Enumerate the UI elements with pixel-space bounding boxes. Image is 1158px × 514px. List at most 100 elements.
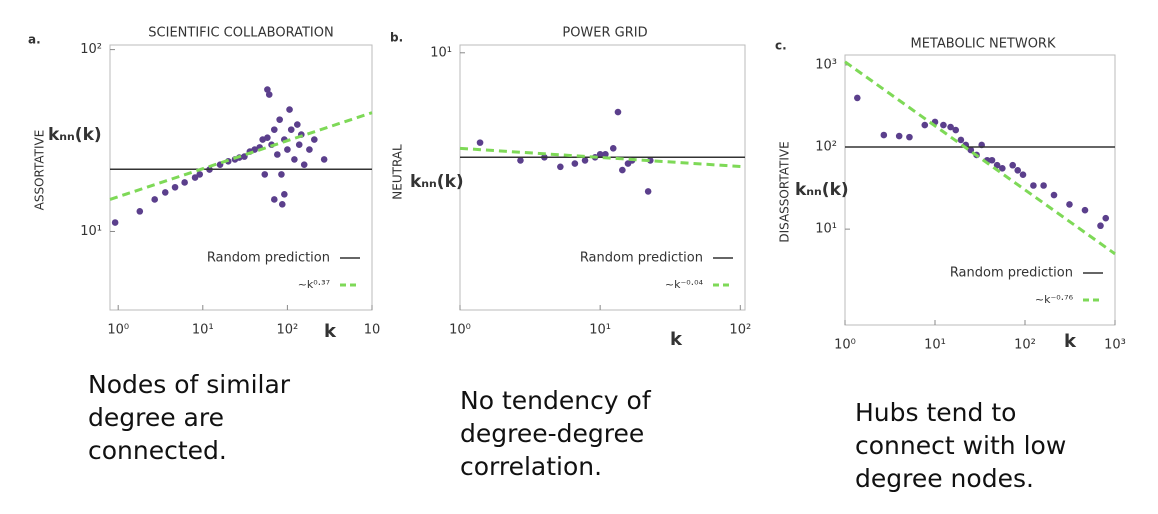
data-point (311, 136, 318, 143)
data-point (265, 91, 273, 98)
x-tick-label: 10⁰ (107, 323, 129, 338)
data-point (609, 145, 617, 152)
data-point (1040, 182, 1047, 189)
plot-frame (844, 54, 1116, 326)
data-point (281, 191, 288, 198)
legend-label: ~k⁻⁰·⁷⁶ (1035, 293, 1074, 306)
data-point (557, 163, 564, 171)
data-point (151, 196, 158, 203)
data-point (947, 123, 954, 131)
x-axis-label: k (1064, 331, 1077, 352)
legend-label: Random prediction (207, 251, 330, 266)
data-point (895, 132, 903, 140)
x-tick-label: 10¹ (924, 338, 946, 353)
data-point (993, 161, 1001, 169)
data-point (191, 174, 199, 181)
data-point (171, 183, 179, 191)
y-axis-label: kₙₙ(k) (795, 180, 849, 200)
data-point (921, 121, 929, 129)
y-tick-label: 10¹ (80, 224, 102, 239)
data-point (906, 133, 913, 141)
x-tick-label: 10³ (1104, 338, 1126, 353)
x-axis-label: k (670, 329, 683, 350)
side-label: DISASSORTATIVE (778, 141, 792, 242)
data-point (1014, 167, 1022, 174)
panel-letter: a. (28, 33, 41, 47)
x-tick-label: 10 (364, 323, 381, 338)
data-point (988, 156, 996, 164)
y-tick-label: 10³ (815, 57, 837, 72)
data-point (111, 219, 119, 226)
data-point (1081, 206, 1089, 214)
x-tick-label: 10¹ (589, 323, 611, 338)
data-point (1050, 191, 1058, 199)
fit-line (844, 60, 1116, 256)
data-point (270, 196, 278, 203)
x-tick-label: 10¹ (192, 323, 214, 338)
data-point (291, 156, 298, 163)
data-point (1097, 222, 1104, 230)
y-tick-label: 10¹ (815, 222, 837, 237)
data-point (181, 179, 188, 186)
data-point (880, 131, 888, 139)
x-tick-label: 10² (1014, 338, 1036, 353)
data-point (264, 134, 271, 141)
data-point (261, 171, 269, 178)
x-tick-label: 10⁰ (834, 338, 856, 353)
data-point (940, 121, 947, 129)
data-point (967, 146, 975, 154)
data-point (264, 86, 271, 93)
data-point (854, 94, 861, 102)
data-point (286, 106, 293, 113)
data-point (1030, 182, 1037, 189)
side-label: NEUTRAL (391, 144, 405, 200)
data-point (274, 151, 281, 158)
data-point (1102, 214, 1110, 222)
data-point (278, 171, 285, 178)
y-tick-label: 10² (80, 42, 102, 57)
x-tick-label: 10⁰ (449, 323, 471, 338)
chart-title: POWER GRID (562, 26, 647, 41)
panel-letter: c. (775, 39, 787, 53)
fit-line (459, 146, 746, 169)
side-label: ASSORTATIVE (33, 130, 47, 211)
data-point (517, 157, 524, 164)
data-point (614, 108, 622, 116)
data-point (161, 189, 169, 196)
data-point (596, 150, 604, 158)
data-point (294, 121, 301, 128)
y-axis-label: kₙₙ(k) (48, 125, 102, 145)
data-point (1009, 161, 1016, 169)
plot-frame (109, 44, 373, 311)
caption: Nodes of similar degree are connected. (88, 370, 291, 465)
data-point (1019, 171, 1027, 179)
data-point (644, 188, 652, 195)
x-axis-label: k (324, 321, 337, 342)
data-point (136, 208, 144, 215)
data-point (476, 139, 484, 146)
data-point (306, 146, 313, 153)
legend-label: ~k⁰·³⁷ (298, 278, 330, 291)
data-point (278, 201, 286, 208)
data-point (957, 136, 965, 144)
data-point (320, 156, 328, 163)
plot-frame (459, 44, 746, 311)
data-point (287, 126, 295, 133)
data-point (602, 150, 609, 158)
legend-label: ~k⁻⁰·⁰⁴ (665, 278, 704, 291)
data-point (581, 157, 589, 164)
y-axis-label: kₙₙ(k) (410, 172, 464, 192)
y-tick-label: 10² (815, 140, 837, 155)
data-point (270, 126, 278, 133)
data-point (300, 161, 308, 168)
legend-label: Random prediction (950, 266, 1073, 281)
data-point (295, 141, 303, 148)
caption: Hubs tend to connect with low degree nod… (855, 398, 1067, 493)
data-point (952, 126, 960, 134)
chart-title: SCIENTIFIC COLLABORATION (148, 26, 333, 41)
data-point (619, 166, 626, 174)
data-point (284, 146, 291, 153)
data-point (1066, 201, 1073, 208)
